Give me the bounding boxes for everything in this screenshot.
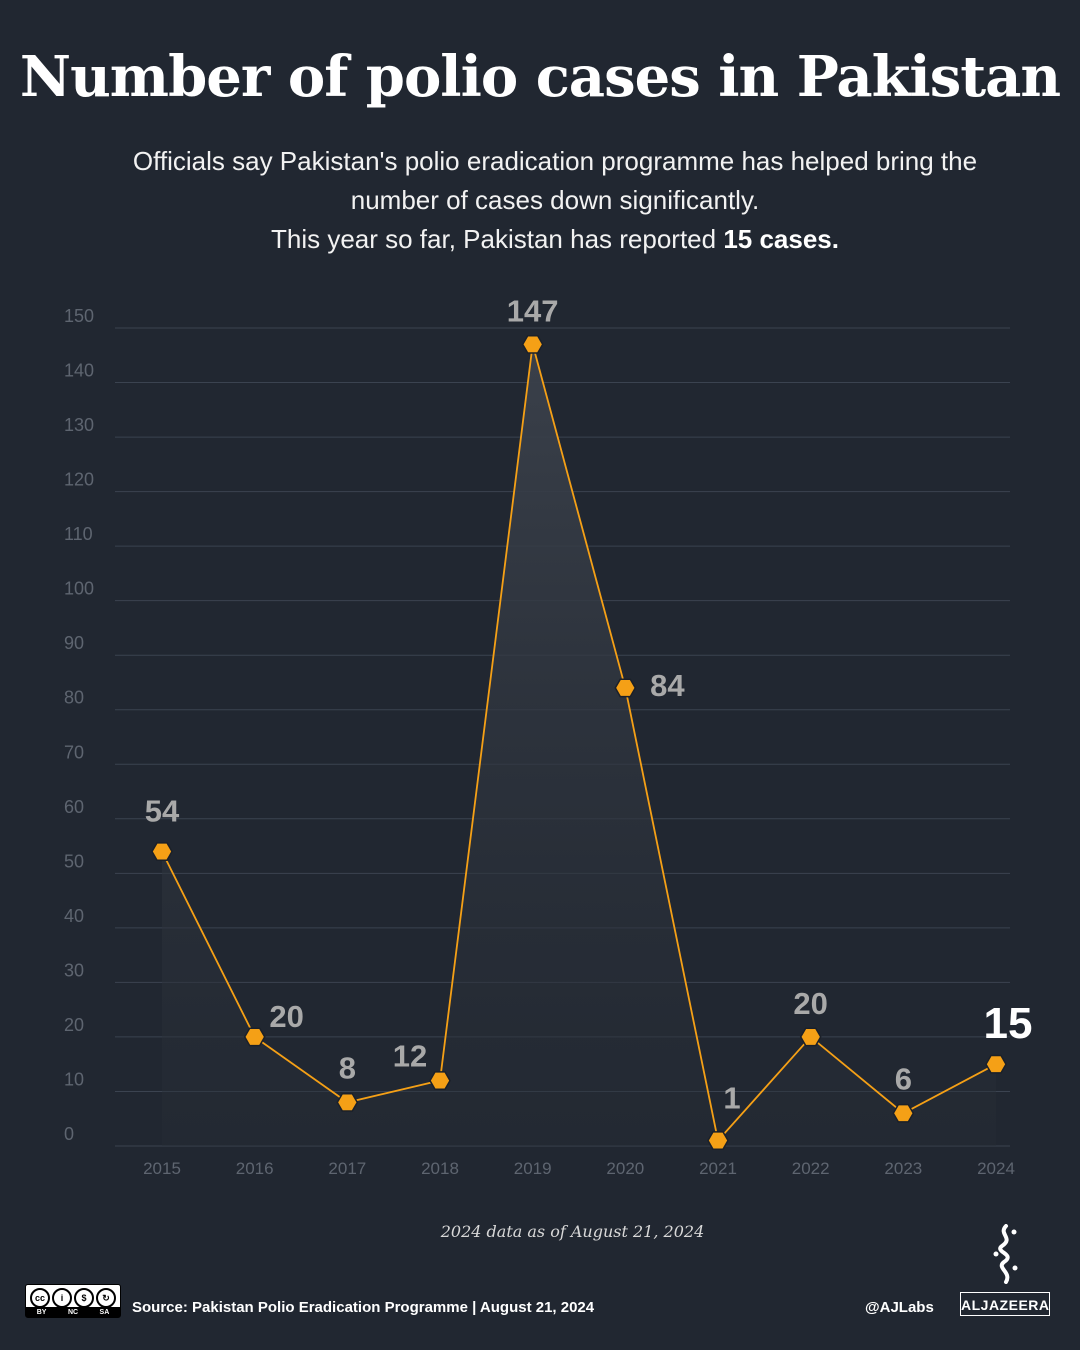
chart-title: Number of polio cases in Pakistan [19,44,1061,110]
x-axis-ticks: 2015 2016 2017 2018 2019 2020 2021 2022 2023 2024 [143,1159,1015,1178]
data-marker [707,1131,729,1150]
x-tick-label: 2021 [699,1159,737,1178]
subtitle-highlight: 15 cases. [723,224,839,254]
aljazeera-wordmark: ALJAZEERA [960,1292,1050,1316]
subtitle-line-2: number of cases down significantly. [350,185,760,215]
x-tick-label: 2020 [606,1159,644,1178]
series-line [161,344,997,1143]
data-marker [799,1027,822,1047]
license-nc: NC [67,1308,79,1316]
data-markers [151,334,1007,1150]
cc-icon: cc [30,1288,50,1308]
cc-license-badge[interactable]: cc i $ ↻ BY NC SA [25,1284,121,1318]
data-marker [429,1071,451,1090]
license-sa: SA [99,1308,110,1316]
data-marker [892,1103,915,1123]
y-tick-label: 90 [64,633,84,653]
x-tick-label: 2024 [977,1159,1015,1178]
y-tick-label: 70 [64,742,84,762]
data-label: 15 [984,999,1033,1048]
y-tick-label: 80 [64,688,84,708]
data-label: 147 [507,293,559,328]
y-tick-label: 50 [64,851,84,871]
by-icon: i [52,1288,72,1308]
chart-subtitle: Officials say Pakistan's polio eradicati… [40,142,1070,259]
y-tick-label: 60 [64,797,84,817]
data-note: 2024 data as of August 21, 2024 [440,1222,705,1241]
y-tick-label: 130 [64,415,94,435]
data-label: 12 [393,1039,427,1074]
aljazeera-calligraphy-icon [988,1224,1024,1284]
subtitle-line-1: Officials say Pakistan's polio eradicati… [132,146,978,176]
data-label: 84 [650,668,685,703]
area-fill [162,344,996,1146]
data-marker [151,842,173,861]
data-marker [614,678,637,698]
x-tick-label: 2017 [328,1159,366,1178]
data-labels: 54 20 8 12 147 84 1 20 6 15 [145,293,1033,1115]
y-axis-ticks: 0 10 20 30 40 50 60 70 80 90 100 110 120 130 140 150 [64,306,94,1144]
subtitle-line-3: This year so far, Pakistan has reported … [40,220,1070,259]
y-tick-label: 120 [64,470,94,490]
nc-icon: $ [74,1288,94,1308]
y-tick-label: 0 [64,1124,74,1144]
data-label: 54 [145,794,180,829]
y-tick-label: 20 [64,1015,84,1035]
x-tick-label: 2019 [514,1159,552,1178]
data-marker [243,1027,266,1047]
aj-labs-handle[interactable]: @AJLabs [865,1299,934,1316]
license-by: BY [36,1308,47,1316]
x-tick-label: 2022 [792,1159,830,1178]
x-tick-label: 2018 [421,1159,459,1178]
sa-icon: ↻ [96,1288,116,1308]
source-text: Source: Pakistan Polio Eradication Progr… [132,1299,595,1316]
data-marker [521,334,544,354]
x-tick-label: 2023 [884,1159,922,1178]
license-strip: BY NC SA [26,1307,120,1317]
data-label: 8 [339,1050,356,1085]
x-tick-label: 2015 [143,1159,181,1178]
aljazeera-logo[interactable]: ALJAZEERA [960,1224,1052,1318]
x-tick-label: 2016 [236,1159,274,1178]
y-tick-label: 100 [64,579,94,599]
data-label: 20 [793,986,827,1021]
data-marker [336,1092,359,1112]
y-tick-label: 140 [64,361,94,381]
subtitle-line-3-text: This year so far, Pakistan has reported [270,224,724,254]
data-label: 20 [269,999,303,1034]
y-tick-label: 30 [64,960,84,980]
data-label: 1 [723,1081,740,1116]
y-tick-label: 40 [64,906,84,926]
data-marker [985,1054,1007,1074]
y-tick-label: 110 [64,524,93,544]
data-label: 6 [895,1061,912,1096]
y-tick-label: 150 [64,306,94,326]
y-tick-label: 10 [64,1069,84,1089]
